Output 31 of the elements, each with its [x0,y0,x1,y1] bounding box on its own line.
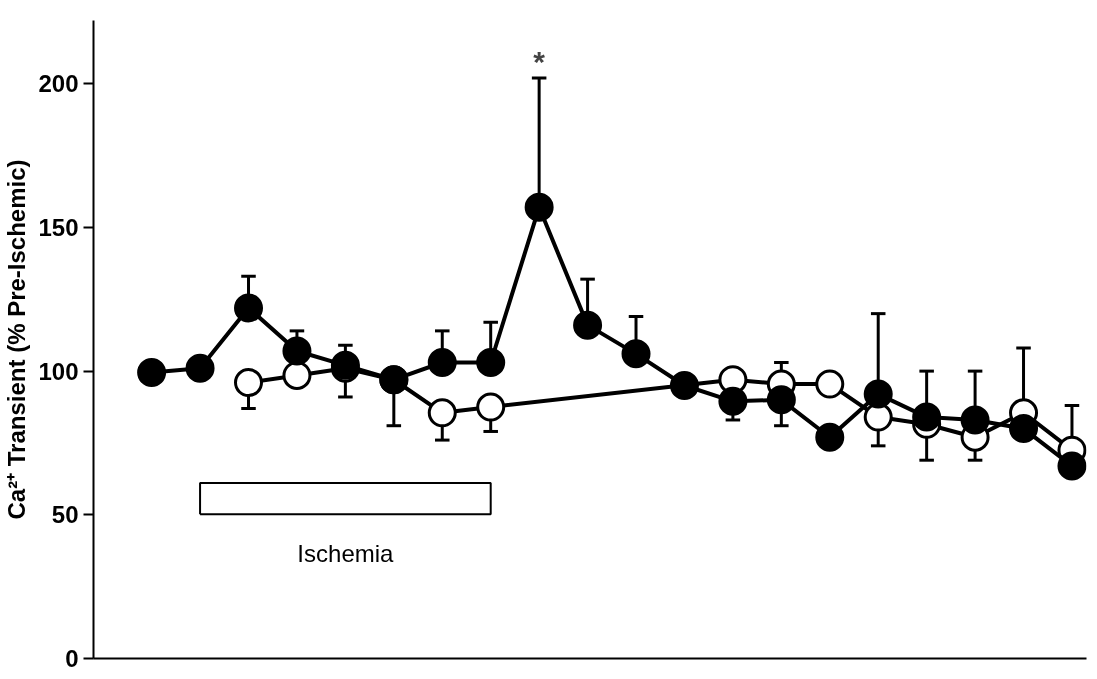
point [476,392,506,422]
point [427,348,457,377]
point [621,339,651,369]
point [427,398,457,428]
y-tick-label: 0 [65,645,79,672]
point [282,360,312,390]
point [718,386,748,416]
point [815,422,845,452]
point [815,369,845,399]
point [137,358,167,388]
point [476,348,506,377]
y-tick-label: 50 [51,501,79,529]
y-tick-label: 100 [38,357,79,385]
point [282,336,312,366]
point [912,402,942,432]
point [766,385,796,415]
y-tick-label: 200 [38,70,79,98]
point [234,293,263,323]
annotation: * [533,44,546,78]
y-tick-label: 150 [38,213,79,241]
point [669,371,699,400]
point [1009,414,1039,444]
point [573,310,603,340]
point [524,192,554,222]
point [960,405,990,435]
point [185,353,215,383]
point [1057,451,1087,481]
annotation: Ischemia [297,539,395,567]
point [863,379,893,409]
y-axis-title: Ca²⁺ Transient (% Pre-Ischemic) [3,159,31,520]
point [234,368,263,398]
